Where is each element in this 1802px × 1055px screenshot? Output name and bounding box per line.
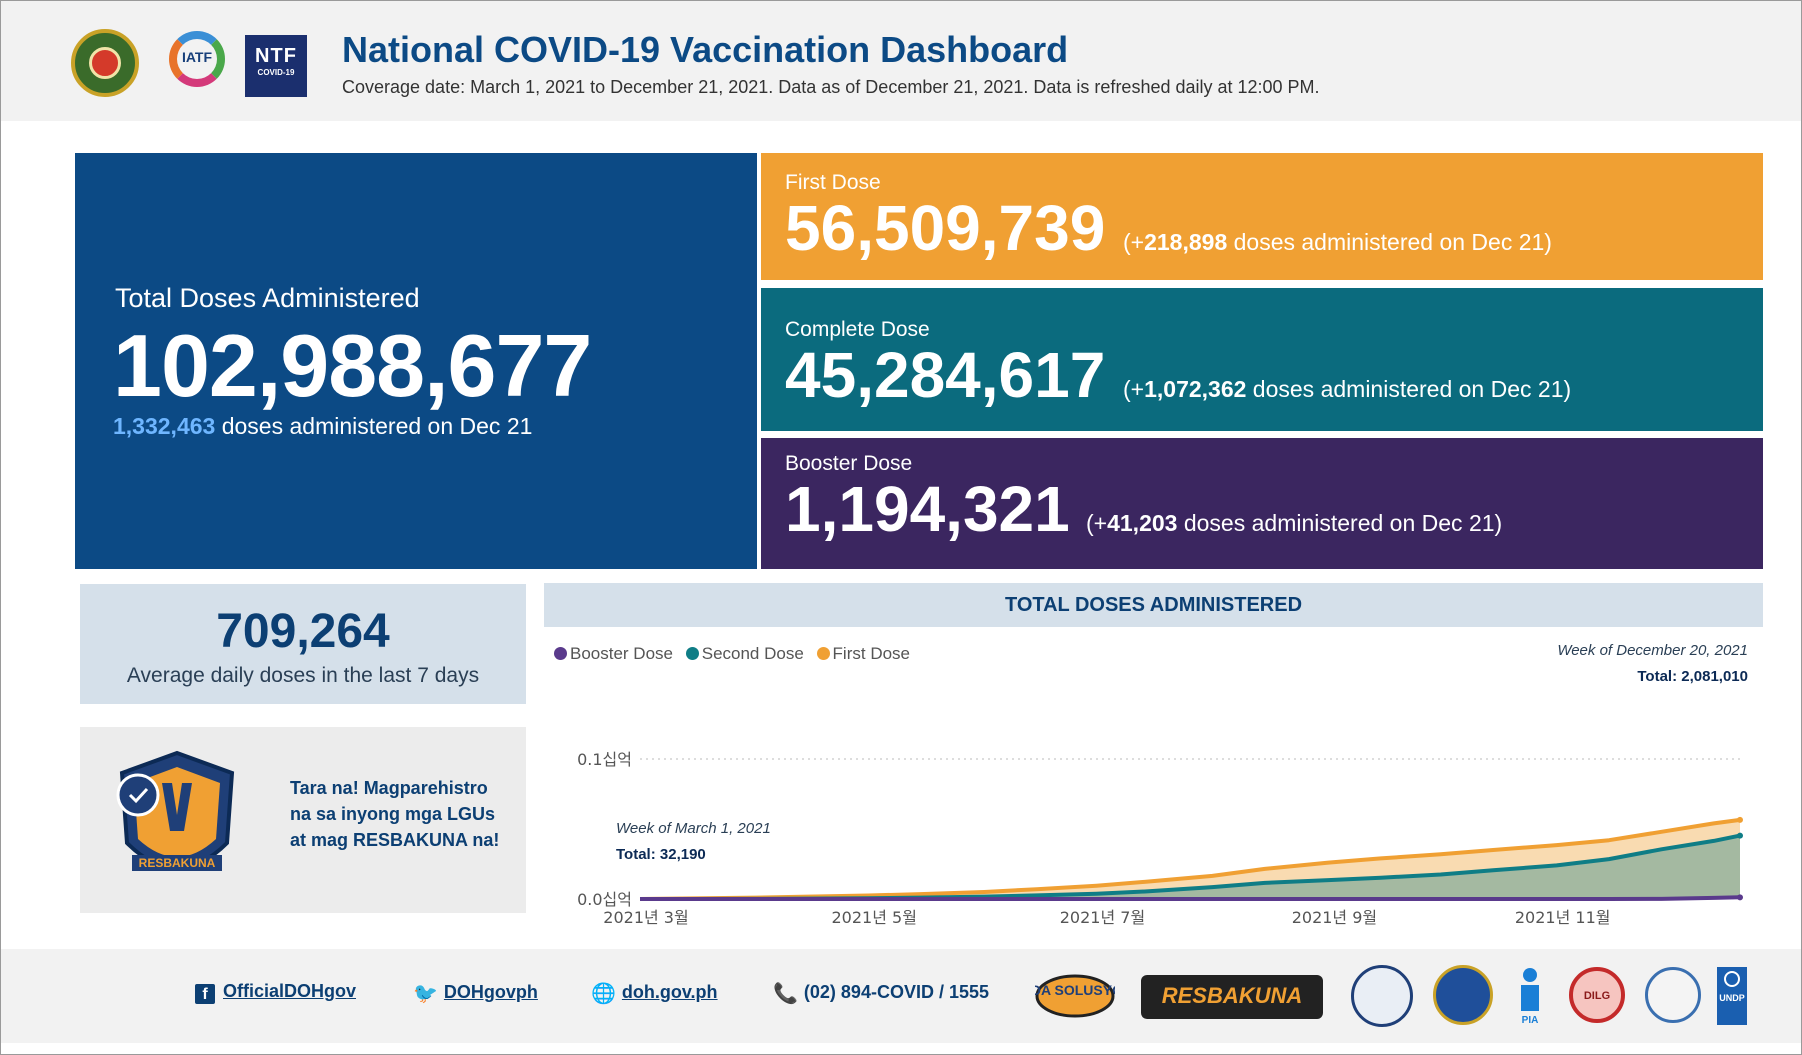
doh-seal-logo bbox=[71, 29, 139, 97]
bsp-seal-logo bbox=[1645, 967, 1701, 1023]
resbakuna-logo: RESBAKUNA bbox=[1139, 969, 1325, 1025]
booster-dose-increment: (+41,203 doses administered on Dec 21) bbox=[1086, 510, 1502, 537]
total-daily-suffix: doses administered on Dec 21 bbox=[215, 413, 533, 439]
legend-label-first: First Dose bbox=[832, 644, 911, 663]
government-seal-logo bbox=[1433, 965, 1493, 1025]
ntf-logo-subtext: COVID-19 bbox=[257, 68, 295, 77]
annotation-start-label: Week of March 1, 2021 bbox=[616, 820, 771, 837]
booster-dose-line bbox=[640, 895, 1741, 901]
chart-title: TOTAL DOSES ADMINISTERED bbox=[544, 583, 1763, 627]
first-dose-increment: (+218,898 doses administered on Dec 21) bbox=[1123, 229, 1552, 256]
y-tick-label: 0.0십억 bbox=[577, 890, 632, 909]
x-tick-label: 2021년 9월 bbox=[1292, 908, 1377, 927]
website-url: doh.gov.ph bbox=[621, 982, 718, 1002]
legend-item-booster[interactable]: Booster Dose bbox=[554, 644, 673, 664]
total-doses-card: Total Doses Administered 102,988,677 1,3… bbox=[75, 153, 757, 569]
bida-solusyon-logo: BIDA SOLUSYON bbox=[1017, 971, 1133, 1021]
booster-inc-suffix: doses administered on Dec 21) bbox=[1177, 510, 1503, 536]
facebook-handle: OfficialDOHgov bbox=[223, 981, 357, 1001]
phone-icon: 📞 bbox=[773, 983, 798, 1005]
legend-label-booster: Booster Dose bbox=[570, 644, 673, 663]
iatf-logo: IATF bbox=[163, 29, 231, 97]
footer: f OfficialDOHgov 🐦 DOHgovph 🌐 doh.gov.ph 📞(… bbox=[1, 949, 1801, 1043]
legend-label-second: Second Dose bbox=[701, 644, 804, 663]
globe-icon: 🌐 bbox=[591, 983, 616, 1005]
twitter-handle: DOHgovph bbox=[443, 982, 538, 1002]
resbakuna-logo-text: RESBAKUNA bbox=[1162, 983, 1303, 1008]
x-tick-label: 2021년 3월 bbox=[603, 908, 688, 927]
first-dose-line bbox=[639, 817, 1741, 901]
y-tick-label: 0.1십억 bbox=[577, 750, 632, 769]
booster-dose-end-point bbox=[1737, 894, 1743, 901]
average-daily-card: 709,264 Average daily doses in the last … bbox=[80, 584, 526, 704]
facebook-link[interactable]: f OfficialDOHgov bbox=[195, 981, 356, 1004]
page-title: National COVID-19 Vaccination Dashboard bbox=[342, 29, 1069, 70]
total-doses-daily: 1,332,463 doses administered on Dec 21 bbox=[113, 413, 532, 440]
total-doses-value: 102,988,677 bbox=[113, 316, 592, 415]
presidential-seal-logo bbox=[1351, 965, 1413, 1027]
legend-item-second[interactable]: Second Dose bbox=[685, 644, 804, 664]
first-inc-count: 218,898 bbox=[1144, 229, 1228, 255]
coverage-subtitle: Coverage date: March 1, 2021 to December… bbox=[342, 77, 1320, 97]
total-doses-label: Total Doses Administered bbox=[115, 283, 420, 313]
complete-dose-card: Complete Dose 45,284,617 (+1,072,362 dos… bbox=[761, 288, 1763, 431]
ntf-logo: NTF COVID-19 bbox=[245, 35, 307, 97]
second-dose-end-point bbox=[1737, 832, 1743, 839]
x-tick-label: 2021년 5월 bbox=[832, 908, 917, 927]
first-dose-value: 56,509,739 bbox=[785, 192, 1106, 264]
second-dose-area bbox=[640, 835, 1740, 899]
legend-item-first[interactable]: First Dose bbox=[816, 644, 911, 664]
booster-dose-label: Booster Dose bbox=[785, 452, 913, 475]
pia-logo-text: PIA bbox=[1522, 1015, 1539, 1025]
ntf-logo-text: NTF bbox=[255, 45, 297, 67]
x-tick-label: 2021년 7월 bbox=[1060, 908, 1145, 927]
iatf-logo-text: IATF bbox=[181, 49, 213, 65]
total-daily-count: 1,332,463 bbox=[113, 413, 216, 439]
first-dose-area bbox=[640, 819, 1740, 899]
first-dose-label: First Dose bbox=[785, 171, 881, 194]
website-link[interactable]: 🌐 doh.gov.ph bbox=[591, 981, 718, 1006]
annotation-start-total: Total: 32,190 bbox=[616, 846, 706, 863]
booster-dose-card: Booster Dose 1,194,321 (+41,203 doses ad… bbox=[761, 438, 1763, 569]
complete-dose-value: 45,284,617 bbox=[785, 339, 1106, 411]
annotation-end-label: Week of December 20, 2021 bbox=[1557, 642, 1748, 659]
average-daily-label: Average daily doses in the last 7 days bbox=[126, 664, 480, 687]
complete-inc-count: 1,072,362 bbox=[1144, 376, 1247, 402]
pia-logo: PIA bbox=[1517, 967, 1543, 1026]
dilg-logo-text: DILG bbox=[1584, 990, 1610, 1002]
dilg-logo: DILG bbox=[1569, 967, 1625, 1023]
average-daily-value: 709,264 bbox=[216, 605, 390, 658]
facebook-icon: f bbox=[195, 984, 215, 1004]
annotation-end-total: Total: 2,081,010 bbox=[1637, 668, 1748, 685]
complete-inc-prefix: (+ bbox=[1123, 376, 1145, 402]
bida-logo-text: BIDA SOLUSYON bbox=[1035, 982, 1115, 998]
hotline-number: (02) 894-COVID / 1555 bbox=[803, 982, 989, 1002]
svg-text:RESBAKUNA: RESBAKUNA bbox=[139, 856, 216, 870]
first-inc-prefix: (+ bbox=[1123, 229, 1145, 255]
booster-inc-count: 41,203 bbox=[1107, 510, 1178, 536]
hotline: 📞 (02) 894-COVID / 1555 bbox=[773, 981, 989, 1006]
booster-dose-value: 1,194,321 bbox=[785, 473, 1070, 545]
first-dose-card: First Dose 56,509,739 (+218,898 doses ad… bbox=[761, 153, 1763, 280]
undp-logo-text: UNDP bbox=[1719, 993, 1745, 1003]
total-doses-area-chart[interactable]: 0.0십억 0.1십억 2021년 3월 2021년 5월 2021년 7월 2021년 … bbox=[544, 631, 1763, 931]
first-inc-suffix: doses administered on Dec 21) bbox=[1227, 229, 1552, 255]
promo-text: Tara na! Magparehistro na sa inyong mga … bbox=[290, 778, 500, 850]
resbakuna-promo-card: RESBAKUNA Tara na! Magparehistro na sa i… bbox=[80, 727, 526, 913]
resbakuna-badge-icon: RESBAKUNA bbox=[116, 750, 235, 871]
undp-logo: UNDP bbox=[1717, 967, 1747, 1025]
chart-legend: Booster Dose Second Dose First Dose bbox=[554, 644, 918, 664]
booster-inc-prefix: (+ bbox=[1086, 510, 1108, 536]
twitter-icon: 🐦 bbox=[413, 983, 438, 1005]
x-tick-label: 2021년 11월 bbox=[1515, 908, 1611, 927]
complete-inc-suffix: doses administered on Dec 21) bbox=[1246, 376, 1572, 402]
twitter-link[interactable]: 🐦 DOHgovph bbox=[413, 981, 538, 1006]
complete-dose-label: Complete Dose bbox=[785, 318, 930, 341]
header: IATF NTF COVID-19 National COVID-19 Vacc… bbox=[1, 1, 1801, 121]
first-dose-end-point bbox=[1737, 816, 1743, 823]
complete-dose-increment: (+1,072,362 doses administered on Dec 21… bbox=[1123, 376, 1571, 403]
